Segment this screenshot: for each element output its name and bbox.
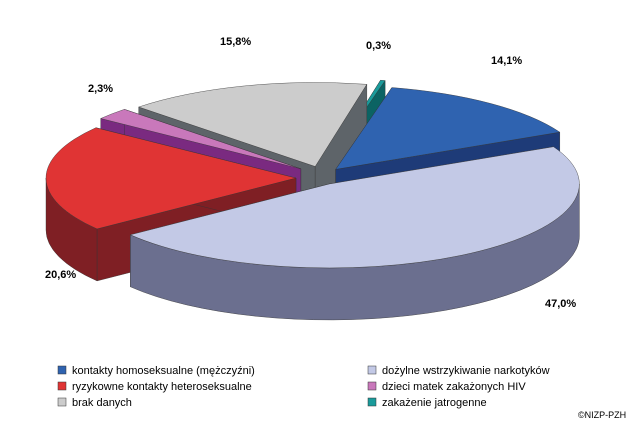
credit-text: ©NIZP-PZH [578, 410, 626, 420]
legend: kontakty homoseksualne (mężczyźni) dożyln… [57, 365, 550, 409]
legend-item-ryzykowne-kontakty-heteroseksualne: ryzykowne kontakty heteroseksualne [57, 381, 252, 393]
value-label-dzieci-matek-zaka-onych-hiv: 2,3% [88, 83, 113, 95]
legend-label-brak-danych: brak danych [72, 397, 132, 409]
slice-top-dzieci-matek-zaka-onych-hiv [100, 109, 301, 170]
slice-do-ylne-wstrzykiwanie-narkotyk-w [129, 146, 580, 321]
legend-swatch-dzieci-matek-zaka-onych-hiv [367, 381, 377, 391]
legend-item-brak-danych: brak danych [57, 397, 132, 409]
legend-swatch-do-ylne-wstrzykiwanie-narkotyk-w [367, 365, 377, 375]
slice-top-brak-danych [138, 82, 368, 167]
legend-swatch-brak-danych [57, 397, 67, 407]
legend-swatch-kontakty-homoseksualne-m-czy-ni [57, 365, 67, 375]
legend-item-kontakty-homoseksualne-m-czy-ni: kontakty homoseksualne (mężczyźni) [57, 365, 255, 377]
legend-item-zaka-enie-jatrogenne: zakażenie jatrogenne [367, 397, 487, 409]
legend-label-do-ylne-wstrzykiwanie-narkotyk-w: dożylne wstrzykiwanie narkotyków [382, 365, 550, 377]
legend-label-kontakty-homoseksualne-m-czy-ni: kontakty homoseksualne (mężczyźni) [72, 365, 255, 377]
legend-label-zaka-enie-jatrogenne: zakażenie jatrogenne [382, 397, 487, 409]
slice-top-ryzykowne-kontakty-heteroseksualne [45, 127, 297, 230]
legend-label-ryzykowne-kontakty-heteroseksualne: ryzykowne kontakty heteroseksualne [72, 381, 252, 393]
value-label-ryzykowne-kontakty-heteroseksualne: 20,6% [45, 269, 76, 281]
slice-top-kontakty-homoseksualne-m-czy-ni [335, 87, 561, 170]
pie-slices [45, 79, 580, 321]
pie-value-labels: 14,1% 47,0% 20,6% 2,3% 15,8% 0,3% [45, 36, 576, 310]
value-label-do-ylne-wstrzykiwanie-narkotyk-w: 47,0% [545, 298, 576, 310]
value-label-brak-danych: 15,8% [220, 36, 251, 48]
legend-item-do-ylne-wstrzykiwanie-narkotyk-w: dożylne wstrzykiwanie narkotyków [367, 365, 550, 377]
value-label-kontakty-homoseksualne-m-czy-ni: 14,1% [491, 55, 522, 67]
legend-swatch-zaka-enie-jatrogenne [367, 397, 377, 407]
legend-item-dzieci-matek-zaka-onych-hiv: dzieci matek zakażonych HIV [367, 381, 526, 393]
value-label-zaka-enie-jatrogenne: 0,3% [366, 40, 391, 52]
legend-label-dzieci-matek-zaka-onych-hiv: dzieci matek zakażonych HIV [382, 381, 526, 393]
legend-swatch-ryzykowne-kontakty-heteroseksualne [57, 381, 67, 391]
